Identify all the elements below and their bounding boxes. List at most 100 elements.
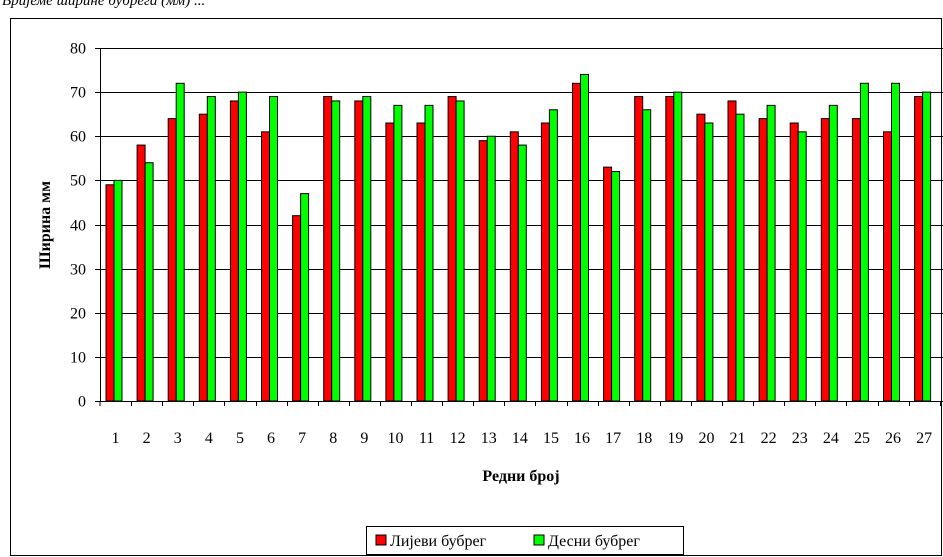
y-tick-label: 60: [70, 129, 86, 146]
legend-label: Лијеви бубрег: [390, 533, 487, 550]
bar-right-kidney: [704, 122, 714, 402]
bar-right-kidney: [922, 91, 932, 402]
bar-right-kidney: [548, 109, 558, 402]
bar-right-kidney: [580, 73, 589, 402]
x-tick-label: 22: [761, 430, 777, 447]
bar-right-kidney: [486, 135, 496, 402]
chart-frame: [10, 18, 942, 556]
y-axis-title: Ширина мм: [37, 181, 54, 269]
bar-right-kidney: [735, 113, 745, 402]
bar-right-kidney: [891, 82, 900, 402]
x-tick-label: 27: [916, 430, 932, 447]
bar-left-kidney: [416, 122, 426, 402]
bar-right-kidney: [237, 91, 247, 402]
bar-left-kidney: [105, 184, 115, 402]
x-axis-title: Редни број: [482, 468, 559, 485]
x-tick-label: 11: [419, 430, 434, 447]
y-tick-label: 70: [70, 85, 86, 102]
bar-right-kidney: [828, 104, 838, 402]
x-tick-label: 4: [205, 430, 213, 447]
bar-left-kidney: [665, 96, 675, 402]
y-tick-label: 50: [70, 173, 86, 190]
x-tick-label: 3: [174, 430, 182, 447]
y-tick-label: 20: [70, 306, 86, 323]
bar-left-kidney: [229, 100, 239, 402]
bar-left-kidney: [167, 118, 177, 402]
bar-left-kidney: [540, 122, 550, 402]
x-tick-label: 25: [854, 430, 870, 447]
bar-left-kidney: [261, 131, 270, 402]
y-tick-label: 30: [70, 262, 86, 279]
x-tick-label: 16: [574, 430, 590, 447]
bar-left-kidney: [509, 131, 519, 402]
chart-caption: Вријеме ширине бубрега (мм) ...: [2, 0, 205, 9]
x-tick-label: 9: [360, 430, 368, 447]
bar-left-kidney: [634, 96, 644, 402]
x-tick-label: 14: [512, 430, 528, 447]
y-tick-label: 80: [70, 41, 86, 58]
x-tick-label: 13: [481, 430, 497, 447]
y-tick-label: 40: [70, 218, 86, 235]
bar-right-kidney: [642, 109, 652, 402]
bar-left-kidney: [883, 131, 892, 402]
bar-right-kidney: [455, 100, 465, 402]
bar-right-kidney: [797, 131, 807, 402]
bar-right-kidney: [766, 104, 776, 402]
x-tick-label: 12: [450, 430, 466, 447]
bar-right-kidney: [393, 104, 403, 402]
x-tick-label: 20: [698, 430, 714, 447]
bar-left-kidney: [136, 144, 146, 402]
y-tick-label: 10: [70, 350, 86, 367]
legend-swatch: [533, 534, 545, 546]
bar-right-kidney: [206, 96, 216, 402]
axes: [95, 48, 943, 406]
legend: Лијеви бубрег Десни бубрег: [366, 526, 684, 555]
bar-left-kidney: [478, 140, 488, 402]
legend-box: [366, 526, 684, 555]
bar-left-kidney: [292, 215, 302, 402]
x-tick-label: 17: [605, 430, 621, 447]
legend-label: Десни бубрег: [548, 533, 640, 550]
x-tick-label: 26: [885, 430, 901, 447]
bar-right-kidney: [424, 104, 434, 402]
bar-right-kidney: [517, 144, 527, 402]
bar-left-kidney: [572, 82, 581, 402]
bar-left-kidney: [603, 166, 613, 402]
x-tick-label: 15: [543, 430, 559, 447]
bar-left-kidney: [696, 113, 706, 402]
bar-right-kidney: [144, 162, 154, 402]
x-tick-label: 24: [823, 430, 839, 447]
bar-right-kidney: [113, 179, 123, 402]
bar-left-kidney: [820, 118, 830, 402]
bar-right-kidney: [175, 82, 185, 402]
bar-left-kidney: [354, 100, 364, 402]
x-tick-label: 5: [236, 430, 244, 447]
bar-left-kidney: [385, 122, 395, 402]
x-tick-label: 2: [143, 430, 151, 447]
bar-left-kidney: [198, 113, 208, 402]
x-tick-label: 7: [298, 430, 306, 447]
x-tick-labels: 1 2 3 4 5 6 7 8 9 10 11 12 13 14 15 16 17 18 19 20 21 22 23 24 2…: [112, 430, 933, 447]
x-tick-label: 10: [387, 430, 403, 447]
x-tick-label: 1: [112, 430, 120, 447]
bar-right-kidney: [859, 82, 869, 402]
x-tick-label: 21: [730, 430, 746, 447]
bar-right-kidney: [331, 100, 341, 402]
bars: [105, 73, 932, 402]
legend-swatch: [375, 534, 387, 546]
bar-right-kidney: [362, 96, 372, 402]
bar-left-kidney: [851, 118, 861, 402]
bar-left-kidney: [758, 118, 768, 402]
bar-left-kidney: [914, 96, 924, 402]
bar-left-kidney: [789, 122, 799, 402]
bar-left-kidney: [727, 100, 737, 402]
bar-right-kidney: [269, 96, 278, 402]
bar-right-kidney: [300, 193, 310, 402]
bar-right-kidney: [611, 171, 621, 402]
bar-left-kidney: [447, 96, 457, 402]
x-tick-label: 19: [667, 430, 683, 447]
y-tick-labels: 0 10 20 30 40 50 60 70 80: [70, 41, 86, 411]
x-tick-label: 18: [636, 430, 652, 447]
bar-right-kidney: [673, 91, 683, 402]
